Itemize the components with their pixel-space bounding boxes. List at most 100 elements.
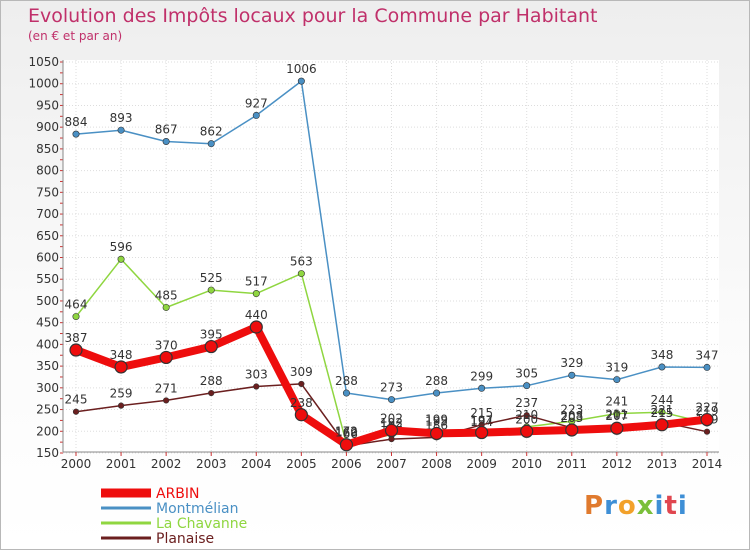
data-point-montm-lian [207, 140, 215, 148]
data-point-montm-lian [162, 138, 170, 146]
data-label-arbin: 387 [65, 331, 88, 345]
data-point-montm-lian [523, 382, 531, 390]
data-label-planaise: 208 [560, 409, 583, 423]
data-label-la-chavanne: 563 [290, 255, 313, 269]
data-label-arbin: 238 [290, 396, 313, 410]
data-point-la-chavanne [252, 290, 260, 298]
y-tick-label: 200 [36, 424, 59, 438]
data-point-montm-lian [342, 389, 350, 397]
data-label-la-chavanne: 464 [65, 298, 88, 312]
data-label-arbin: 202 [380, 411, 403, 425]
data-point-montm-lian [703, 363, 711, 371]
data-point-planaise [523, 412, 530, 419]
data-point-planaise [253, 383, 260, 390]
data-point-montm-lian [117, 126, 125, 134]
y-tick-label: 1050 [28, 55, 59, 69]
data-point-planaise [117, 402, 125, 409]
x-tick-label-2007: 2007 [376, 457, 407, 471]
data-label-planaise: 259 [110, 387, 133, 401]
data-point-la-chavanne [117, 255, 125, 263]
y-tick-label: 250 [36, 403, 59, 417]
legend-label-arbin: ARBIN [156, 486, 200, 502]
x-tick-label-2003: 2003 [196, 457, 227, 471]
data-label-arbin: 348 [110, 348, 133, 362]
data-label-montm-lian: 288 [335, 374, 358, 388]
legend-swatch-planaise [101, 536, 151, 540]
x-tick-label-2004: 2004 [241, 457, 272, 471]
data-point-montm-lian [387, 396, 395, 404]
data-point-la-chavanne [162, 303, 170, 311]
data-point-arbin [384, 423, 399, 438]
data-point-arbin [69, 343, 83, 357]
data-label-montm-lian: 329 [560, 356, 583, 370]
data-point-arbin [429, 426, 444, 441]
data-point-planaise [72, 408, 80, 415]
data-label-arbin: 215 [650, 406, 673, 420]
data-point-montm-lian [568, 371, 576, 379]
data-label-montm-lian: 288 [425, 374, 448, 388]
data-label-arbin: 195 [425, 414, 448, 428]
data-label-arbin: 200 [515, 412, 538, 426]
data-label-la-chavanne: 192 [380, 416, 403, 430]
x-tick-label-2001: 2001 [106, 457, 137, 471]
data-label-arbin: 207 [605, 409, 628, 423]
data-point-montm-lian [433, 389, 441, 397]
data-point-arbin [700, 412, 714, 427]
data-point-arbin [114, 360, 128, 374]
y-tick-label: 350 [36, 359, 59, 373]
y-tick-label: 300 [36, 381, 59, 395]
data-label-montm-lian: 862 [200, 125, 223, 139]
data-label-planaise: 303 [245, 368, 268, 382]
data-label-planaise: 215 [470, 406, 493, 420]
data-label-montm-lian: 347 [696, 348, 719, 362]
data-label-montm-lian: 927 [245, 96, 268, 110]
data-point-la-chavanne [297, 270, 305, 278]
data-point-la-chavanne [207, 286, 215, 294]
data-label-planaise: 271 [155, 381, 178, 395]
data-label-montm-lian: 867 [155, 123, 178, 137]
data-label-montm-lian: 299 [470, 369, 493, 383]
y-tick-label: 600 [36, 251, 59, 265]
x-tick-label-2002: 2002 [151, 457, 182, 471]
data-point-montm-lian [658, 363, 666, 371]
data-label-planaise: 309 [290, 365, 313, 379]
data-label-la-chavanne: 525 [200, 271, 223, 285]
data-point-arbin [339, 438, 354, 452]
y-tick-label: 700 [36, 207, 59, 221]
data-label-la-chavanne: 485 [155, 288, 178, 302]
data-label-planaise: 237 [515, 396, 538, 410]
legend-swatch-la-chavanne [101, 521, 151, 525]
data-label-arbin: 203 [560, 411, 583, 425]
x-tick-label-2012: 2012 [602, 457, 633, 471]
data-point-montm-lian [613, 376, 621, 384]
data-label-montm-lian: 348 [650, 348, 673, 362]
y-tick-label: 850 [36, 142, 59, 156]
y-tick-label: 400 [36, 337, 59, 351]
data-label-la-chavanne: 172 [335, 424, 358, 438]
x-tick-label-2010: 2010 [511, 457, 542, 471]
data-label-montm-lian: 1006 [286, 62, 317, 76]
data-point-arbin [249, 320, 263, 334]
data-label-arbin: 370 [155, 338, 178, 352]
data-point-la-chavanne [613, 409, 621, 417]
y-tick-label: 500 [36, 294, 59, 308]
data-label-arbin: 169 [335, 426, 358, 440]
data-point-arbin [610, 421, 624, 435]
x-tick-label-2014: 2014 [692, 457, 723, 471]
chart-title: Evolution des Impôts locaux pour la Comm… [28, 5, 598, 27]
data-point-montm-lian [297, 77, 305, 85]
data-label-montm-lian: 884 [65, 115, 88, 129]
data-point-planaise [388, 435, 395, 443]
data-point-arbin [520, 424, 534, 438]
y-tick-label: 750 [36, 185, 59, 199]
series-montm-lian: 884 893 867 862 927 1006 288 273 288 299 305 329 319… [65, 62, 719, 404]
legend-swatch-montm-lian [101, 506, 151, 510]
data-label-arbin: 197 [470, 414, 493, 428]
data-point-arbin [159, 350, 173, 365]
data-label-la-chavanne: 199 [425, 413, 448, 427]
data-point-arbin [294, 408, 308, 422]
y-tick-label: 1000 [28, 77, 59, 91]
